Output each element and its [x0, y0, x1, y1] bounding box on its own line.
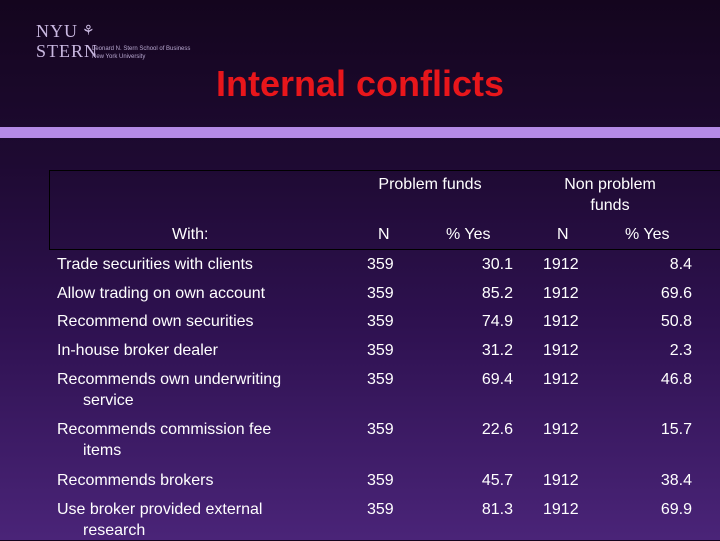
nonproblem-pct-cell: 8.4: [669, 256, 692, 273]
problem-n-cell: 359: [367, 371, 394, 388]
row-label: Trade securities with clients: [57, 256, 253, 273]
nonproblem-pct-cell: 46.8: [660, 371, 692, 388]
problem-pct-cell: 69.4: [481, 371, 513, 388]
row-label: In-house broker dealer: [57, 342, 218, 359]
problem-n-cell: 359: [367, 285, 394, 302]
nonproblem-pct-cell: 2.3: [669, 342, 692, 359]
header-problem-funds: Problem funds: [378, 176, 482, 193]
header-nonproblem-pct: % Yes: [625, 226, 670, 243]
problem-pct-cell: 45.7: [481, 472, 513, 489]
problem-pct-cell: 30.1: [481, 256, 513, 273]
nonproblem-n-cell: 1912: [543, 285, 579, 302]
nonproblem-pct-cell: 15.7: [660, 421, 692, 438]
header-nonproblem-line2: funds: [590, 197, 630, 214]
row-label-continuation: research: [83, 522, 146, 539]
problem-n-cell: 359: [367, 342, 394, 359]
row-label-continuation: items: [83, 442, 122, 459]
problem-n-cell: 359: [367, 313, 394, 330]
problem-pct-cell: 81.3: [481, 501, 513, 518]
problem-n-cell: 359: [367, 501, 394, 518]
row-label-continuation: service: [83, 392, 134, 409]
nonproblem-pct-cell: 69.6: [660, 285, 692, 302]
problem-n-cell: 359: [367, 256, 394, 273]
logo-nyu-text: NYU: [36, 21, 78, 41]
torch-icon: ⚘: [82, 22, 95, 38]
nonproblem-n-cell: 1912: [543, 342, 579, 359]
problem-pct-cell: 31.2: [481, 342, 513, 359]
header-problem-pct: % Yes: [446, 226, 491, 243]
row-label: Use broker provided external: [57, 501, 263, 518]
nonproblem-n-cell: 1912: [543, 501, 579, 518]
logo-stern-text: STERN: [36, 41, 99, 61]
row-label: Recommends brokers: [57, 472, 214, 489]
nonproblem-pct-cell: 69.9: [660, 501, 692, 518]
row-label: Recommends commission fee: [57, 421, 272, 438]
nonproblem-pct-cell: 38.4: [660, 472, 692, 489]
header-nonproblem-n: N: [557, 226, 569, 243]
header-problem-n: N: [378, 226, 390, 243]
nyu-stern-logo: NYU ⚘ STERN Leonard N. Stern School of B…: [36, 22, 216, 66]
row-label: Recommends own underwriting: [57, 371, 282, 388]
title-divider-bar: [0, 127, 720, 138]
row-label: Recommend own securities: [57, 313, 254, 330]
nonproblem-n-cell: 1912: [543, 421, 579, 438]
nonproblem-pct-cell: 50.8: [660, 313, 692, 330]
problem-pct-cell: 85.2: [481, 285, 513, 302]
logo-university-name: New York University: [92, 54, 146, 60]
header-nonproblem-line1: Non problem: [564, 176, 656, 193]
problem-n-cell: 359: [367, 472, 394, 489]
row-label: Allow trading on own account: [57, 285, 266, 302]
problem-pct-cell: 74.9: [481, 313, 513, 330]
nonproblem-n-cell: 1912: [543, 472, 579, 489]
header-with: With:: [172, 226, 209, 243]
problem-n-cell: 359: [367, 421, 394, 438]
nonproblem-n-cell: 1912: [543, 371, 579, 388]
table-header-frame: [49, 170, 720, 250]
slide-title: Internal conflicts: [215, 63, 505, 104]
nonproblem-n-cell: 1912: [543, 256, 579, 273]
problem-pct-cell: 22.6: [481, 421, 513, 438]
nonproblem-n-cell: 1912: [543, 313, 579, 330]
logo-school-name: Leonard N. Stern School of Business: [92, 46, 191, 52]
